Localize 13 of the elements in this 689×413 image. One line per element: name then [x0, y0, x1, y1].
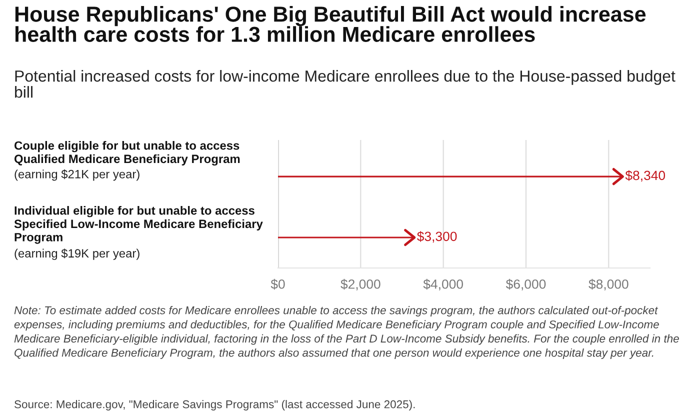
chart-title: House Republicans' One Big Beautiful Bill Act would increase health care costs for 1.3 million Medicare enrollees: [15, 6, 646, 42]
data-label: $8,340: [625, 170, 666, 182]
y-tick-label: Individual eligible for but unable to access Specified Low-Income Medicare Beneficiary Program (earning $19K per year): [14, 206, 263, 260]
x-tick-label: $2,000: [340, 278, 380, 290]
text: Note: To estimate added costs for Medicare enrollees unable to access the savings program, the authors calculated out-of-pocket expenses, including premiums and deductibles, for the Qualified Medicare Beneficiary Program couple and Specified Low-Income Medicare Beneficiary-eligible individual, factoring in the loss of the Part D Low-Income Subsidy benefits. For the couple enrolled in the Qualified Medicare Beneficiary Program, the authors also assumed that one person would experience one hospital stay per year.: [14, 306, 679, 359]
data-label: $3,300: [417, 231, 457, 243]
y-tick-label: Couple eligible for but unable to access Qualified Medicare Beneficiary Program (earning $21K per year): [14, 141, 240, 181]
x-tick-label: $8,000: [588, 278, 628, 290]
chart-subtitle: Potential increased costs for low-income Medicare enrollees due to the House-passed budget bill: [15, 70, 676, 98]
x-tick-label: $6,000: [506, 278, 546, 290]
x-tick-label: $4,000: [423, 278, 463, 290]
source-note: Source: Medicare.gov, "Medicare Savings Programs" (last accessed June 2025).: [14, 400, 415, 410]
x-tick-label: $0: [270, 278, 285, 290]
